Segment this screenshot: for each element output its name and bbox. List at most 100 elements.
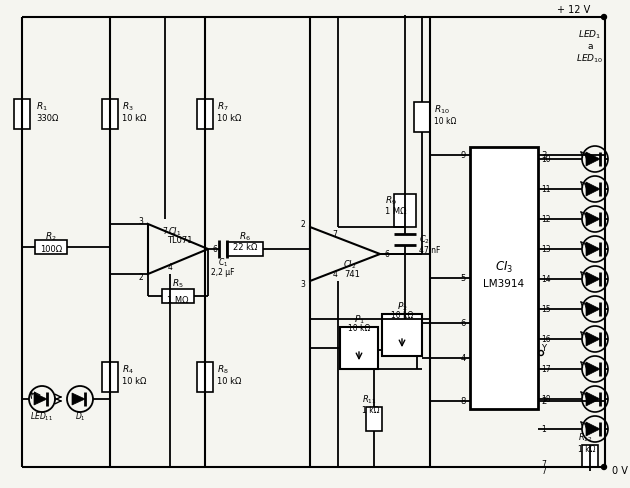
Text: 1 MΩ: 1 MΩ [167, 296, 189, 305]
Text: 6: 6 [212, 245, 217, 254]
Text: 47 nF: 47 nF [419, 246, 440, 255]
Text: 2: 2 [541, 397, 546, 406]
Polygon shape [586, 362, 600, 376]
Text: 14: 14 [541, 275, 551, 284]
Text: 3: 3 [300, 280, 305, 289]
Bar [197, 100, 213, 130]
Text: $CI_3$: $CI_3$ [495, 259, 513, 274]
Text: $R_5$: $R_5$ [172, 277, 184, 290]
Text: $R_3$: $R_3$ [122, 101, 134, 113]
Text: 4: 4 [461, 354, 466, 363]
Text: $R_7$: $R_7$ [217, 101, 229, 113]
Text: $R_{10}$: $R_{10}$ [434, 103, 450, 116]
Text: 17: 17 [541, 365, 551, 374]
Circle shape [602, 16, 607, 20]
Text: TL071: TL071 [167, 236, 193, 245]
Text: $C_1$: $C_1$ [218, 256, 228, 269]
Polygon shape [72, 393, 85, 405]
Text: 1: 1 [541, 425, 546, 434]
Bar [14, 100, 30, 130]
Text: 6: 6 [384, 250, 389, 259]
Text: 4: 4 [168, 263, 173, 272]
Text: 15: 15 [541, 305, 551, 314]
Bar [394, 195, 416, 227]
Text: $C_2$: $C_2$ [419, 233, 430, 246]
Text: 100Ω: 100Ω [40, 245, 62, 254]
Text: 10 kΩ: 10 kΩ [217, 114, 241, 123]
Bar [414, 103, 430, 133]
Text: 7: 7 [333, 230, 338, 239]
Text: 10 kΩ: 10 kΩ [391, 311, 413, 320]
Text: 10 kΩ: 10 kΩ [348, 324, 370, 333]
Text: 8: 8 [461, 397, 466, 406]
Text: 10 kΩ: 10 kΩ [122, 377, 146, 386]
Text: 5: 5 [461, 274, 466, 283]
Bar [197, 362, 213, 392]
Text: 741: 741 [344, 270, 360, 279]
Bar [227, 243, 263, 257]
Text: 22 kΩ: 22 kΩ [233, 243, 257, 252]
Text: 6: 6 [461, 319, 466, 328]
Polygon shape [34, 393, 47, 405]
Text: $P_1$: $P_1$ [353, 313, 365, 325]
Text: $R_6$: $R_6$ [239, 230, 251, 243]
Text: 0 V: 0 V [612, 465, 628, 475]
Text: $R_4$: $R_4$ [122, 363, 134, 375]
Text: $R_9$: $R_9$ [385, 194, 397, 207]
Text: 3: 3 [541, 151, 546, 160]
Bar [382, 314, 422, 356]
Polygon shape [586, 272, 600, 286]
Text: 330Ω: 330Ω [36, 114, 59, 123]
Text: LM3914: LM3914 [483, 279, 525, 288]
Polygon shape [586, 303, 600, 316]
Bar [340, 327, 378, 369]
Text: 16: 16 [541, 335, 551, 344]
Text: Y: Y [541, 344, 546, 353]
Text: 10: 10 [541, 155, 551, 164]
Text: 4: 4 [333, 270, 338, 279]
Polygon shape [586, 392, 600, 406]
Text: 7: 7 [541, 467, 546, 475]
Text: 1 kΩ: 1 kΩ [578, 445, 595, 453]
Text: $P_2$: $P_2$ [396, 300, 408, 313]
Text: 10 kΩ: 10 kΩ [217, 377, 241, 386]
Polygon shape [586, 183, 600, 197]
Text: 10 kΩ: 10 kΩ [122, 114, 146, 123]
Text: $R_{11}$: $R_{11}$ [362, 393, 377, 406]
Text: $R_{12}$: $R_{12}$ [578, 431, 593, 443]
Text: 12: 12 [541, 215, 551, 224]
Bar [470, 148, 538, 409]
Text: a: a [587, 42, 593, 51]
Text: 7: 7 [541, 460, 546, 468]
Text: 1 MΩ: 1 MΩ [385, 207, 406, 216]
Text: 1 kΩ: 1 kΩ [362, 406, 379, 415]
Text: $CI_2$: $CI_2$ [343, 258, 357, 271]
Text: 11: 11 [541, 185, 551, 194]
Polygon shape [586, 243, 600, 257]
Text: $CI_1$: $CI_1$ [168, 225, 181, 238]
Bar [366, 407, 382, 431]
Text: $R_8$: $R_8$ [217, 363, 229, 375]
Polygon shape [586, 332, 600, 346]
Text: 13: 13 [541, 245, 551, 254]
Polygon shape [586, 422, 600, 436]
Polygon shape [586, 213, 600, 226]
Text: 2: 2 [301, 220, 305, 229]
Text: 9: 9 [461, 151, 466, 160]
Text: $LED_1$: $LED_1$ [578, 29, 602, 41]
Bar [582, 445, 598, 467]
Bar [162, 289, 194, 304]
Text: 18: 18 [541, 395, 551, 404]
Text: $R_1$: $R_1$ [36, 101, 48, 113]
Polygon shape [586, 153, 600, 167]
Text: + 12 V: + 12 V [557, 5, 590, 15]
Bar [102, 362, 118, 392]
Text: 2,2 μF: 2,2 μF [211, 268, 235, 277]
Text: 7: 7 [163, 227, 168, 236]
Text: $LED_{11}$: $LED_{11}$ [30, 410, 54, 423]
Text: $D_1$: $D_1$ [74, 410, 86, 423]
Bar [35, 241, 67, 254]
Circle shape [602, 465, 607, 469]
Bar [102, 100, 118, 130]
Text: 10 kΩ: 10 kΩ [434, 117, 456, 126]
